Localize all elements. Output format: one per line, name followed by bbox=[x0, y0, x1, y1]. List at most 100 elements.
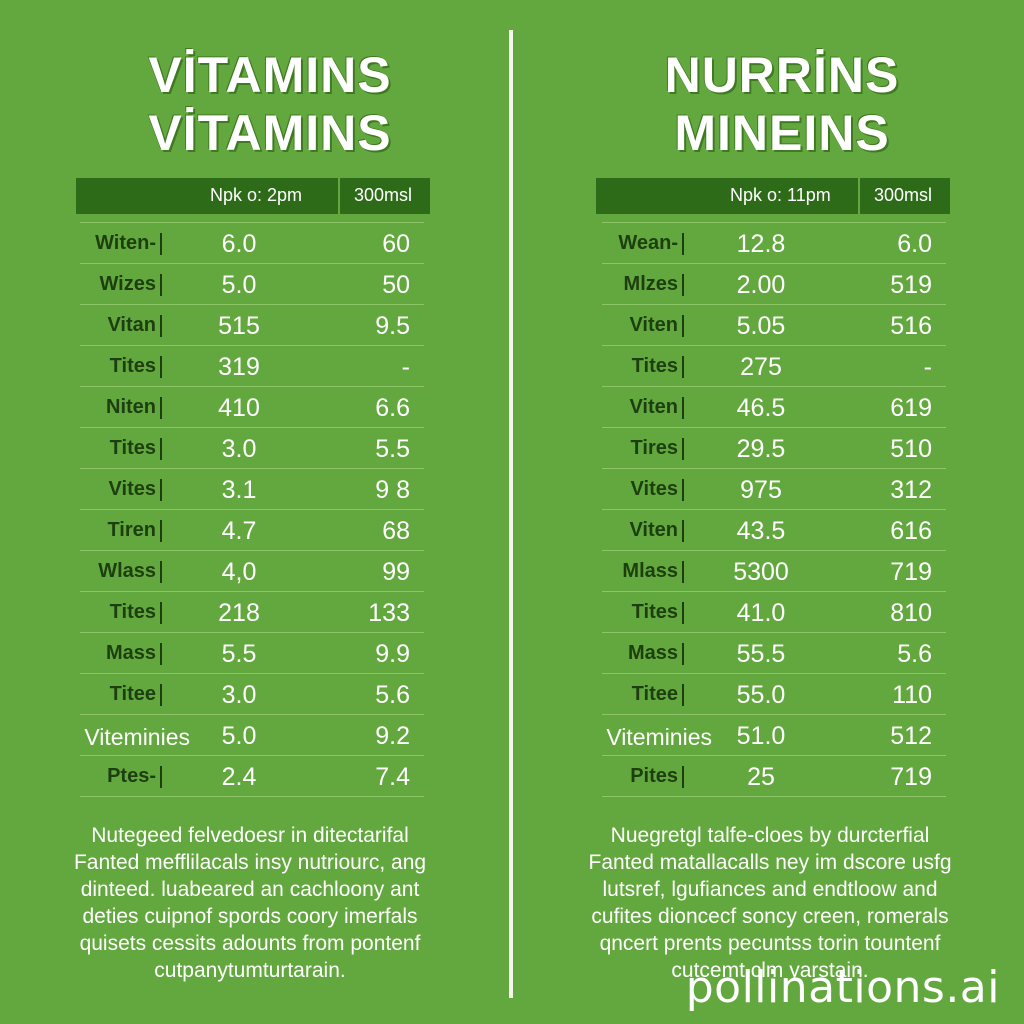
row-label-cell: Tites bbox=[80, 592, 156, 632]
header-separator bbox=[338, 178, 340, 214]
row-label-cell: Viteminies bbox=[602, 715, 712, 755]
value-col-1: 515 bbox=[218, 312, 260, 340]
table-row: Vites 3.1 9 8 bbox=[80, 468, 424, 509]
row-label: Tires bbox=[630, 437, 678, 459]
row-label: Wlass bbox=[98, 560, 156, 582]
table-row: Tites 319 - bbox=[80, 345, 424, 386]
header-separator bbox=[858, 178, 860, 214]
table-row: Tites 275 - bbox=[602, 345, 946, 386]
value-col-1: 5300 bbox=[733, 558, 789, 586]
row-label-bar bbox=[160, 643, 162, 665]
table-header: Npk o: 11pm 300msl bbox=[596, 178, 950, 214]
watermark: pollinations.ai bbox=[685, 962, 1000, 1013]
row-label: Tites bbox=[109, 437, 156, 459]
row-label-cell: Titee bbox=[80, 674, 156, 714]
value-col-2: 9.2 bbox=[375, 722, 410, 750]
row-label-cell: Tites bbox=[80, 346, 156, 386]
table-row: Vites 975 312 bbox=[602, 468, 946, 509]
row-label: Viten bbox=[629, 396, 678, 418]
row-label-bar bbox=[682, 479, 684, 501]
row-label-cell: Viten bbox=[602, 387, 678, 427]
row-label-bar bbox=[160, 315, 162, 337]
value-col-2: 68 bbox=[382, 517, 410, 545]
value-col-2: 6.6 bbox=[375, 394, 410, 422]
title-line-1: VİTAMINS bbox=[148, 47, 392, 103]
value-col-1: 25 bbox=[747, 763, 775, 791]
value-col-2: 9.5 bbox=[375, 312, 410, 340]
row-label-bar bbox=[160, 766, 162, 788]
table-row: Tites 41.0 810 bbox=[602, 591, 946, 632]
table-row: Niten 410 6.6 bbox=[80, 386, 424, 427]
table-row: Mlass 5300 719 bbox=[602, 550, 946, 591]
row-label: Vites bbox=[108, 478, 156, 500]
row-label-bar bbox=[682, 520, 684, 542]
table-row: Wean- 12.8 6.0 bbox=[602, 222, 946, 263]
table-row: Viteminies 51.0 512 bbox=[602, 714, 946, 755]
value-col-2: 512 bbox=[890, 722, 932, 750]
value-col-2: 50 bbox=[382, 271, 410, 299]
value-col-1: 41.0 bbox=[736, 599, 786, 627]
row-label: Pites bbox=[630, 765, 678, 787]
row-label-cell: Vites bbox=[602, 469, 678, 509]
table-row: Tiren 4.7 68 bbox=[80, 509, 424, 550]
table-header: Npk o: 2pm 300msl bbox=[76, 178, 430, 214]
value-col-2: 5.5 bbox=[375, 435, 410, 463]
row-label: Mlzes bbox=[623, 273, 678, 295]
row-label-cell: Tires bbox=[602, 428, 678, 468]
footnote-line: Nutegeed felvedoesr in ditectarifal bbox=[91, 824, 409, 847]
row-label-cell: Mlass bbox=[602, 551, 678, 591]
value-col-2: 6.0 bbox=[897, 230, 932, 258]
row-label: Viteminies bbox=[606, 724, 712, 750]
row-label: Ptes- bbox=[107, 765, 156, 787]
value-col-1: 43.5 bbox=[736, 517, 786, 545]
table-row: Vitan 515 9.5 bbox=[80, 304, 424, 345]
value-col-2: 7.4 bbox=[375, 763, 410, 791]
row-label-bar bbox=[160, 356, 162, 378]
row-label-bar bbox=[160, 479, 162, 501]
table-row: Tites 3.0 5.5 bbox=[80, 427, 424, 468]
value-col-1: 5.0 bbox=[221, 271, 257, 299]
row-label-cell: Wean- bbox=[602, 223, 678, 263]
row-label-bar bbox=[682, 356, 684, 378]
value-col-1: 2.00 bbox=[736, 271, 786, 299]
row-label-bar bbox=[682, 643, 684, 665]
row-label-cell: Titee bbox=[602, 674, 678, 714]
header-col-2: 300msl bbox=[354, 185, 413, 205]
value-col-1: 12.8 bbox=[736, 230, 786, 258]
value-col-2: 110 bbox=[892, 681, 932, 709]
value-col-1: 5.5 bbox=[221, 640, 257, 668]
row-label-cell: Tiren bbox=[80, 510, 156, 550]
row-label: Tites bbox=[631, 355, 678, 377]
table-row: Wizes 5.0 50 bbox=[80, 263, 424, 304]
value-col-2: 510 bbox=[890, 435, 932, 463]
row-label-cell: Tites bbox=[602, 346, 678, 386]
row-label-bar bbox=[682, 766, 684, 788]
value-col-2: 810 bbox=[890, 599, 932, 627]
value-col-1: 4.7 bbox=[221, 517, 257, 545]
value-col-2: - bbox=[923, 353, 932, 381]
footnote-line: Fanted matallacalls ney im dscore usfg bbox=[588, 851, 952, 874]
footnote-line: qncert prents pecuntss torin tountenf bbox=[599, 932, 941, 955]
row-label: Vitan bbox=[107, 314, 156, 336]
table-row: Wlass 4,0 99 bbox=[80, 550, 424, 591]
row-label-cell: Wizes bbox=[80, 264, 156, 304]
value-col-1: 4,0 bbox=[221, 558, 257, 586]
value-col-2: 619 bbox=[890, 394, 932, 422]
row-label-cell: Vites bbox=[80, 469, 156, 509]
row-label-cell: Niten bbox=[80, 387, 156, 427]
table-row: Viteminies 5.0 9.2 bbox=[80, 714, 424, 755]
value-col-2: 5.6 bbox=[897, 640, 932, 668]
row-label-bar bbox=[160, 561, 162, 583]
footnote-line: cutpanytumturtarain. bbox=[154, 959, 346, 982]
table-row: Ptes- 2.4 7.4 bbox=[80, 755, 424, 797]
row-label: Viteminies bbox=[84, 724, 190, 750]
row-label: Titee bbox=[631, 683, 678, 705]
value-col-2: 133 bbox=[368, 599, 410, 627]
value-col-2: 9 8 bbox=[375, 476, 410, 504]
row-label-bar bbox=[682, 315, 684, 337]
table-row: Titee 55.0 110 bbox=[602, 673, 946, 714]
table-row: Mlzes 2.00 519 bbox=[602, 263, 946, 304]
center-divider bbox=[509, 30, 513, 998]
row-label: Mass bbox=[105, 642, 156, 664]
footnote-line: Fanted mefflilacals insy nutriourc, ang bbox=[73, 851, 427, 874]
